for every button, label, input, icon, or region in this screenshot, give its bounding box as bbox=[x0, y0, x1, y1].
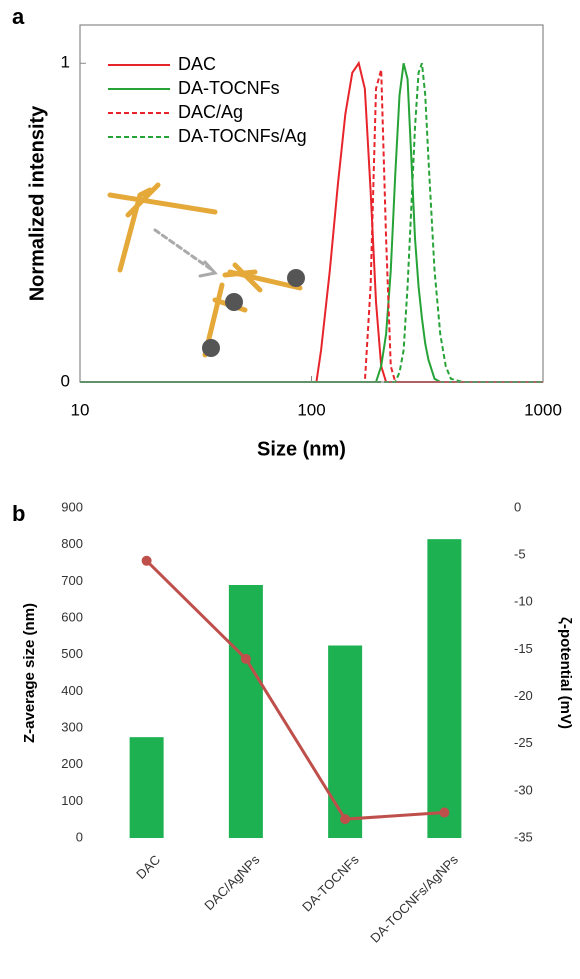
fibers bbox=[202, 262, 303, 358]
y2-tick-label: -30 bbox=[514, 782, 533, 797]
y-tick-label: 100 bbox=[61, 793, 83, 808]
x-tick-label: 100 bbox=[297, 400, 325, 419]
y-tick-label: 400 bbox=[61, 683, 83, 698]
arrow bbox=[153, 228, 214, 272]
fiber-illustration bbox=[107, 182, 305, 358]
fibers bbox=[107, 182, 218, 273]
y2-axis-label: ζ-potential (mV) bbox=[557, 617, 574, 729]
x-axis-label: Size (nm) bbox=[257, 438, 346, 460]
panel-label: b bbox=[12, 501, 25, 526]
bar bbox=[427, 539, 462, 838]
x-tick-label: DA-TOCNFs bbox=[299, 852, 362, 915]
line-point bbox=[141, 555, 152, 566]
y2-tick-label: -35 bbox=[514, 829, 533, 844]
x-tick-label: DAC/AgNPs bbox=[201, 852, 263, 914]
bar bbox=[328, 645, 363, 838]
y-tick-label: 0 bbox=[76, 829, 83, 844]
y-axis-label: Z-average size (nm) bbox=[21, 603, 38, 743]
y-tick-label: 700 bbox=[61, 573, 83, 588]
line bbox=[80, 62, 543, 383]
line bbox=[80, 63, 543, 383]
line-point bbox=[240, 653, 251, 664]
y2-tick-label: -25 bbox=[514, 735, 533, 750]
y-tick-label: 800 bbox=[61, 536, 83, 551]
arrow-head bbox=[198, 260, 218, 278]
x-tick-label: 10 bbox=[71, 400, 90, 419]
x-tick-label: DAC bbox=[133, 852, 163, 882]
x-tick-label: DA-TOCNFs/AgNPs bbox=[367, 852, 461, 946]
panel-label: a bbox=[12, 4, 25, 29]
line bbox=[145, 559, 445, 821]
y2-tick-label: -5 bbox=[514, 547, 526, 562]
y2-tick-label: -15 bbox=[514, 641, 533, 656]
y-tick-label: 900 bbox=[61, 499, 83, 514]
y2-tick-label: -20 bbox=[514, 688, 533, 703]
y-tick-label: 1 bbox=[61, 53, 70, 72]
line-point bbox=[340, 814, 351, 825]
y2-tick-label: 0 bbox=[514, 499, 521, 514]
y-tick-label: 200 bbox=[61, 756, 83, 771]
x-tick-label: 1000 bbox=[524, 400, 562, 419]
legend-label: DA-TOCNFs bbox=[178, 78, 280, 98]
y-tick-label: 500 bbox=[61, 646, 83, 661]
particle bbox=[287, 269, 305, 287]
bar bbox=[129, 737, 164, 838]
y-axis-label: Normalized intensity bbox=[26, 105, 48, 301]
legend-label: DAC/Ag bbox=[178, 102, 243, 122]
legend-label: DAC bbox=[178, 54, 216, 74]
particle bbox=[225, 293, 243, 311]
line bbox=[80, 69, 543, 383]
legend-label: DA-TOCNFs/Ag bbox=[178, 126, 307, 146]
y-tick-label: 0 bbox=[61, 371, 70, 390]
y-tick-label: 300 bbox=[61, 719, 83, 734]
particle bbox=[202, 339, 220, 357]
bar bbox=[228, 585, 263, 838]
line bbox=[80, 60, 543, 383]
y2-tick-label: -10 bbox=[514, 594, 533, 609]
line-point bbox=[439, 807, 450, 818]
y-tick-label: 600 bbox=[61, 609, 83, 624]
